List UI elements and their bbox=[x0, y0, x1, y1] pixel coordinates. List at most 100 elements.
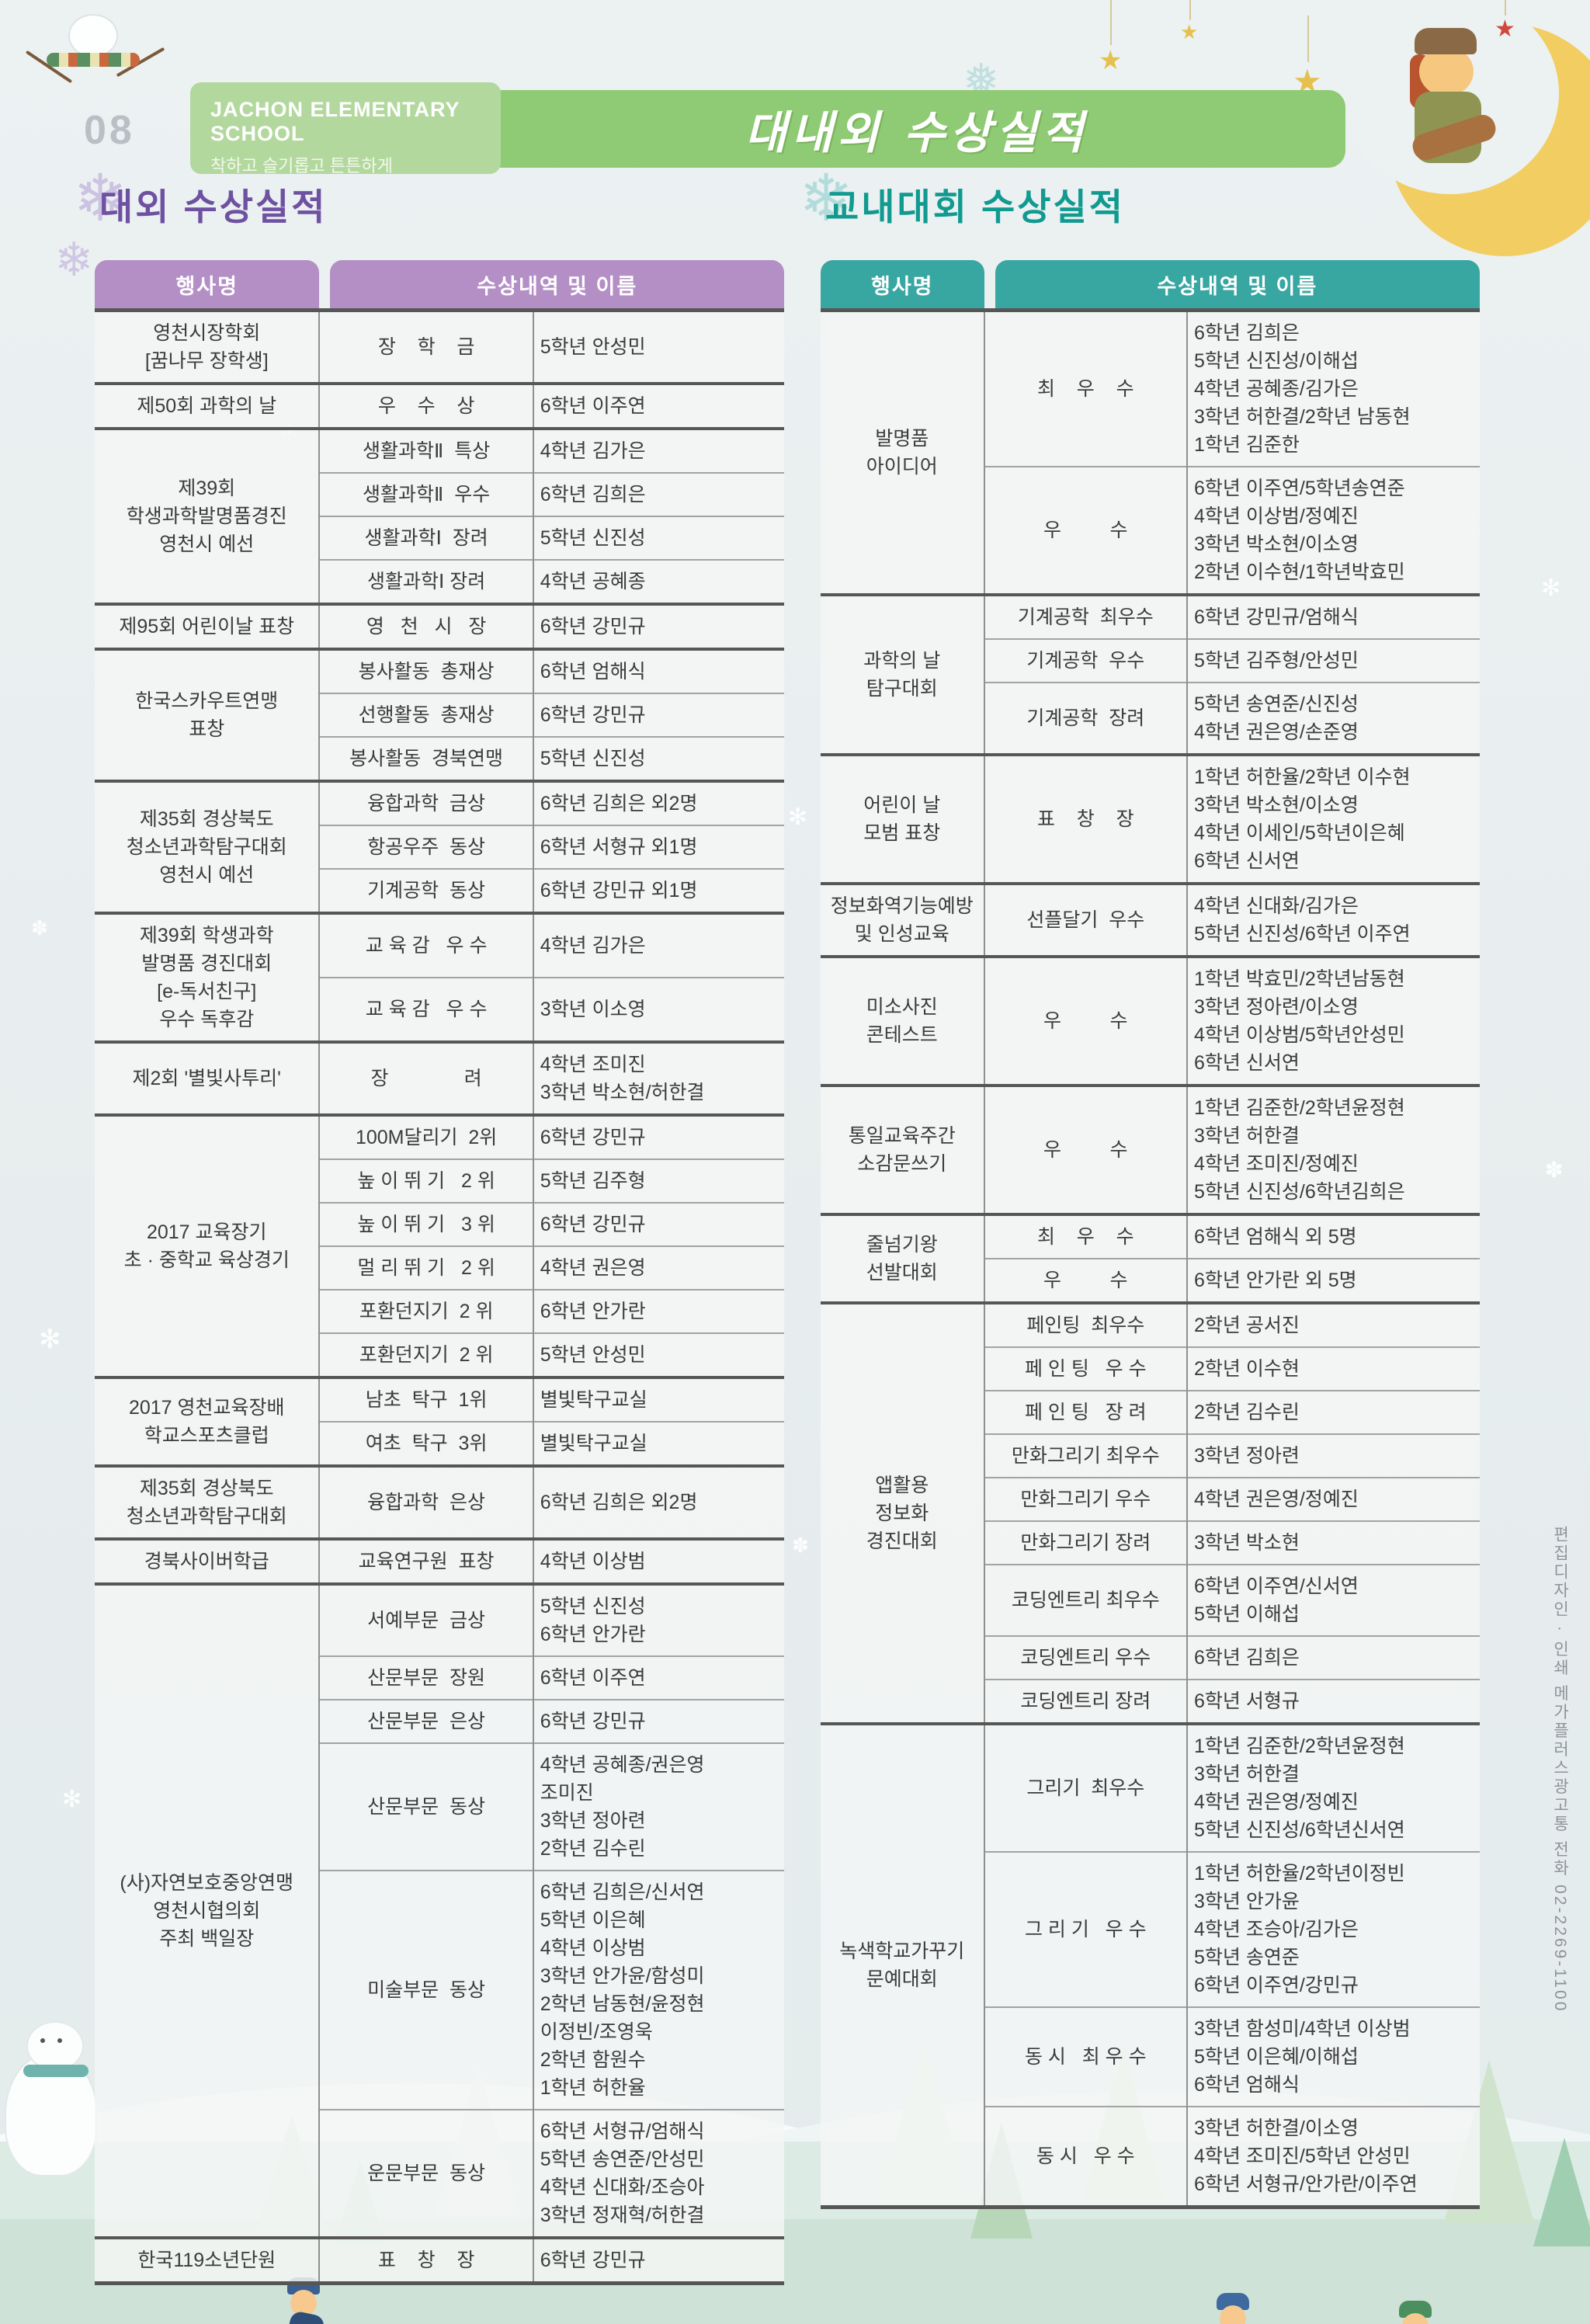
snowflake-icon: ✻ bbox=[788, 804, 808, 830]
award-cell: 높 이 뛰 기 2 위 bbox=[318, 1159, 534, 1203]
winner-names-cell: 5학년 신진성 bbox=[533, 516, 784, 560]
award-cell: 산문부문 은상 bbox=[318, 1699, 534, 1743]
table-row: 그 리 기 우 수 1학년 허한율/2학년이정빈 3학년 안가윤 4학년 조승아/김가… bbox=[821, 1851, 1480, 2007]
winner-names-cell: 5학년 김주형 bbox=[533, 1159, 784, 1203]
table-row: 산문부문 장원 6학년 이주연 bbox=[95, 1655, 784, 1700]
table-row: 생활과학Ⅰ 장려 5학년 신진성 bbox=[95, 516, 784, 560]
table-row: 산문부문 은상 6학년 강민규 bbox=[95, 1699, 784, 1743]
school-header-box: JACHON ELEMENTARY SCHOOL 착하고 슬기롭고 튼튼하게 bbox=[190, 82, 501, 175]
award-cell: 포환던지기 2 위 bbox=[318, 1332, 534, 1377]
table-row: 여초 탁구 3위 별빛탁구교실 bbox=[95, 1421, 784, 1466]
school-name: JACHON ELEMENTARY SCHOOL bbox=[210, 98, 460, 145]
table-row: 미소사진 콘테스트 우 수 1학년 박효민/2학년남동현 3학년 정아련/이소영 4학년 … bbox=[821, 955, 1480, 1086]
table-row: 영천시장학회 [꿈나무 장학생] 장 학 금 5학년 안성민 bbox=[95, 312, 784, 384]
award-cell: 남초 탁구 1위 bbox=[318, 1376, 534, 1422]
event-name-cell: 제2회 '별빛사투리' bbox=[95, 1040, 320, 1115]
award-cell: 서예부문 금상 bbox=[318, 1582, 534, 1656]
event-name-cell: 제95회 어린이날 표창 bbox=[95, 603, 320, 649]
award-cell: 그리기 최우수 bbox=[983, 1722, 1189, 1852]
snowflake-icon: ❄ bbox=[54, 234, 94, 286]
award-cell: 봉사활동 경북연맹 bbox=[318, 736, 534, 781]
award-cell: 높 이 뛰 기 3 위 bbox=[318, 1202, 534, 1246]
winner-names-cell: 4학년 공혜종/권은영 조미진 3학년 정아련 2학년 김수린 bbox=[533, 1742, 784, 1871]
event-name-cell: 제35회 경상북도 청소년과학탐구대회 bbox=[95, 1464, 320, 1539]
winner-names-cell: 4학년 김가은 bbox=[533, 427, 784, 473]
winner-names-cell: 1학년 박효민/2학년남동현 3학년 정아련/이소영 4학년 이상범/5학년안성민 6… bbox=[1187, 955, 1480, 1086]
award-cell: 우 수 bbox=[983, 1084, 1189, 1214]
column-header-event: 행사명 bbox=[95, 260, 320, 308]
table-row: 발명품 아이디어 최 우 수 6학년 김희은 5학년 신진성/이해섭 4학년 공혜종/김가… bbox=[821, 312, 1480, 595]
table-row: 우 수 6학년 안가란 외 5명 bbox=[821, 1258, 1480, 1303]
table-row: 2017 영천교육장배 학교스포츠클럽 남초 탁구 1위 별빛탁구교실 bbox=[95, 1376, 784, 1466]
event-name-cell: 2017 영천교육장배 학교스포츠클럽 bbox=[95, 1376, 320, 1466]
award-cell: 운문부문 동상 bbox=[318, 2109, 534, 2238]
winner-names-cell: 6학년 김희은 bbox=[1187, 1635, 1480, 1680]
award-cell: 융합과학 금상 bbox=[318, 780, 534, 825]
star-icon: ★ bbox=[1495, 0, 1515, 42]
event-name-cell: 제39회 학생과학발명품경진 영천시 예선 bbox=[95, 427, 320, 604]
winner-names-cell: 6학년 강민규 외1명 bbox=[533, 868, 784, 913]
award-cell: 코딩엔트리 최우수 bbox=[983, 1564, 1189, 1636]
winner-names-cell: 6학년 김희은 5학년 신진성/이해섭 4학년 공혜종/김가은 3학년 허한결/2학년… bbox=[1187, 312, 1480, 467]
table-row: 동 시 우 수 3학년 허한결/이소영 4학년 조미진/5학년 안성민 6학년 서형규… bbox=[821, 2106, 1480, 2208]
winner-names-cell: 3학년 허한결/이소영 4학년 조미진/5학년 안성민 6학년 서형규/안가란/이주… bbox=[1187, 2106, 1480, 2208]
winner-names-cell: 5학년 신진성 bbox=[533, 736, 784, 781]
snowman-illustration bbox=[25, 14, 165, 115]
table-row: 만화그리기 최우수 3학년 정아련 bbox=[821, 1433, 1480, 1478]
award-cell: 최 우 수 bbox=[983, 1213, 1189, 1259]
award-cell: 여초 탁구 3위 bbox=[318, 1421, 534, 1466]
winner-names-cell: 6학년 김희은 bbox=[533, 472, 784, 516]
winner-names-cell: 6학년 강민규 bbox=[533, 693, 784, 737]
winner-names-cell: 4학년 권은영 bbox=[533, 1245, 784, 1290]
winner-names-cell: 6학년 강민규 bbox=[533, 1699, 784, 1743]
award-cell: 산문부문 장원 bbox=[318, 1655, 534, 1700]
tree-icon bbox=[1533, 2138, 1590, 2246]
winner-names-cell: 6학년 김희은 외2명 bbox=[533, 1464, 784, 1539]
table-row: 한국스카우트연맹 표창 봉사활동 총재상 6학년 엄해식 bbox=[95, 648, 784, 781]
table-row: 제95회 어린이날 표창 영 천 시 장 6학년 강민규 bbox=[95, 603, 784, 649]
award-cell: 미술부문 동상 bbox=[318, 1870, 534, 2110]
event-name-cell: 제35회 경상북도 청소년과학탐구대회 영천시 예선 bbox=[95, 780, 320, 913]
award-cell: 코딩엔트리 우수 bbox=[983, 1635, 1189, 1680]
award-cell: 기계공학 최우수 bbox=[983, 593, 1189, 639]
event-name-cell: 미소사진 콘테스트 bbox=[821, 955, 984, 1086]
award-cell: 기계공학 우수 bbox=[983, 638, 1189, 683]
star-icon: ★ bbox=[1099, 0, 1123, 75]
column-header-detail: 수상내역 및 이름 bbox=[330, 260, 784, 308]
table-row: 높 이 뛰 기 3 위 6학년 강민규 bbox=[95, 1202, 784, 1246]
award-cell: 생활과학Ⅰ 장려 bbox=[318, 559, 534, 604]
award-cell: 멀 리 뛰 기 2 위 bbox=[318, 1245, 534, 1290]
winner-names-cell: 6학년 강민규/엄해식 bbox=[1187, 593, 1480, 639]
winner-names-cell: 별빛탁구교실 bbox=[533, 1421, 784, 1466]
event-name-cell: 정보화역기능예방 및 인성교육 bbox=[821, 882, 984, 957]
award-cell: 최 우 수 bbox=[983, 312, 1189, 467]
table-row: 생활과학Ⅱ 우수 6학년 김희은 bbox=[95, 472, 784, 516]
table-row: 페 인 팅 장 려 2학년 김수린 bbox=[821, 1390, 1480, 1434]
table-row: 제39회 학생과학 발명품 경진대회 [e-독서친구] 우수 독후감 교 육 감 우 수… bbox=[95, 912, 784, 1042]
award-cell: 우 수 bbox=[983, 955, 1189, 1086]
table-row: 제2회 '별빛사투리' 장 려 4학년 조미진 3학년 박소현/허한결 bbox=[95, 1040, 784, 1115]
table-header-external: 행사명 수상내역 및 이름 bbox=[95, 260, 784, 308]
table-row: 선행활동 총재상 6학년 강민규 bbox=[95, 693, 784, 737]
winner-names-cell: 5학년 안성민 bbox=[533, 312, 784, 384]
winner-names-cell: 6학년 이주연 bbox=[533, 382, 784, 429]
award-cell: 우 수 상 bbox=[318, 382, 534, 429]
event-name-cell: 발명품 아이디어 bbox=[821, 312, 984, 595]
award-cell: 생활과학Ⅱ 우수 bbox=[318, 472, 534, 516]
table-row: 녹색학교가꾸기 문예대회 그리기 최우수 1학년 김준한/2학년윤정현 3학년 허한결 4… bbox=[821, 1722, 1480, 2208]
award-cell: 그 리 기 우 수 bbox=[983, 1851, 1189, 2007]
snowflake-icon: ✽ bbox=[792, 1534, 809, 1557]
event-name-cell: 한국119소년단원 bbox=[95, 2236, 320, 2284]
event-name-cell: 통일교육주간 소감문쓰기 bbox=[821, 1084, 984, 1214]
award-cell: 페 인 팅 장 려 bbox=[983, 1390, 1189, 1434]
table-row: 우 수 6학년 이주연/5학년송연준 4학년 이상범/정예진 3학년 박소현/이소영 2… bbox=[821, 466, 1480, 595]
table-row: 어린이 날 모범 표창 표 창 장 1학년 허한율/2학년 이수현 3학년 박소현/이소… bbox=[821, 753, 1480, 884]
table-row: 기계공학 장려 5학년 송연준/신진성 4학년 권은영/손준영 bbox=[821, 682, 1480, 755]
winner-names-cell: 3학년 박소현 bbox=[1187, 1520, 1480, 1565]
winner-names-cell: 6학년 강민규 bbox=[533, 603, 784, 649]
winner-names-cell: 6학년 이주연 bbox=[533, 1655, 784, 1700]
section-title-external: ❄ 대외 수상실적 bbox=[73, 162, 328, 234]
award-cell: 우 수 bbox=[983, 1258, 1189, 1303]
table-row: 제35회 경상북도 청소년과학탐구대회 영천시 예선 융합과학 금상 6학년 김희은 외… bbox=[95, 780, 784, 913]
winner-names-cell: 6학년 강민규 bbox=[533, 2236, 784, 2284]
